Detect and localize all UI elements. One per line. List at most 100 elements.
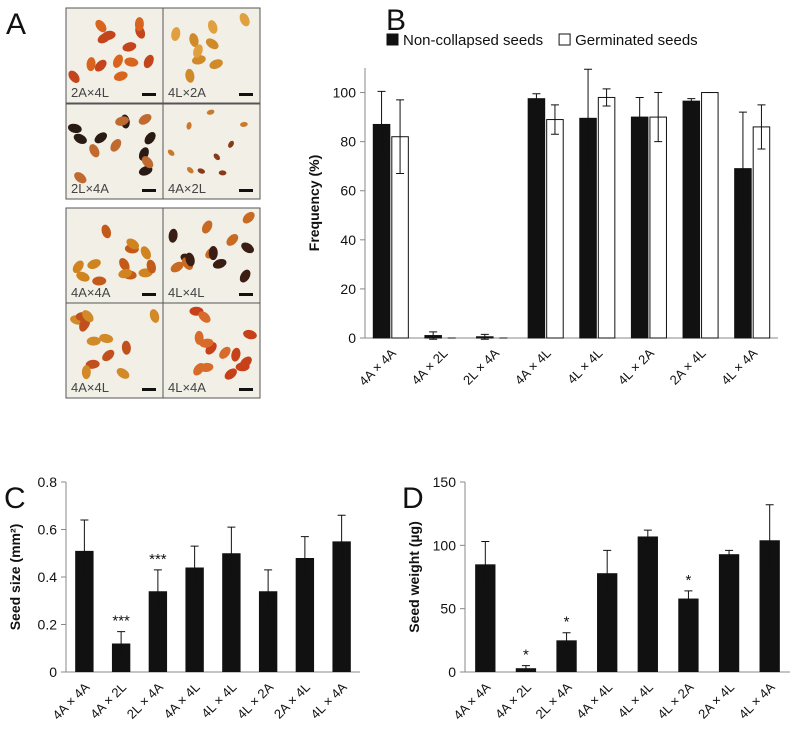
bar	[630, 116, 649, 339]
y-tick-label: 0.2	[38, 617, 58, 633]
x-tick-label: 4L × 4L	[198, 680, 239, 721]
seed	[205, 38, 219, 50]
seed	[141, 156, 154, 169]
seed	[241, 242, 254, 254]
error-bar	[562, 632, 571, 649]
seed	[209, 59, 223, 70]
x-tick-label: 4A × 4L	[512, 346, 554, 388]
x-tick-label: 4L × 2A	[615, 345, 657, 387]
x-tick-label: 4L × 4A	[718, 345, 760, 387]
seed	[218, 170, 227, 176]
error-bar	[757, 104, 766, 150]
seed	[243, 329, 257, 340]
error-bar	[532, 93, 541, 105]
error-bar	[264, 569, 273, 614]
seed	[68, 70, 80, 83]
photo-label: 4A×4L	[71, 380, 109, 395]
error-bar	[738, 111, 747, 226]
bar	[148, 591, 168, 672]
x-tick-label: 4A × 4L	[161, 680, 203, 722]
seed	[81, 365, 91, 380]
x-tick-label: 4A × 4L	[573, 680, 615, 722]
seed	[119, 258, 130, 271]
legend-label: Germinated seeds	[575, 32, 698, 49]
seed	[101, 224, 112, 239]
seed	[171, 27, 181, 41]
y-tick-label: 80	[340, 134, 356, 150]
bar	[597, 96, 616, 339]
error-bar	[337, 514, 346, 568]
seed	[115, 116, 129, 126]
seed	[146, 259, 157, 274]
seed	[72, 260, 84, 274]
panel-label: C	[4, 482, 26, 515]
seed	[228, 140, 234, 148]
x-tick-label: 4A × 4A	[356, 345, 399, 388]
seed	[94, 59, 107, 72]
y-tick-label: 100	[433, 537, 457, 553]
significance-mark: ***	[149, 551, 167, 568]
bar	[258, 591, 278, 672]
seed	[186, 167, 194, 174]
seed	[140, 246, 151, 260]
seed	[242, 211, 255, 224]
panel-label: D	[402, 482, 424, 515]
error-bar	[396, 99, 405, 175]
seed	[134, 17, 144, 32]
bar	[597, 573, 618, 672]
bar	[546, 119, 564, 339]
seed	[102, 349, 115, 362]
legend-swatch	[558, 33, 571, 46]
seed	[138, 113, 152, 125]
error-bar	[643, 529, 652, 544]
scale-bar	[239, 388, 253, 391]
x-tick-label: 4L × 4L	[615, 680, 656, 721]
scale-bar	[142, 388, 156, 391]
seed	[124, 57, 139, 67]
seed	[101, 30, 116, 41]
seed	[170, 261, 184, 273]
error-bar	[684, 590, 693, 607]
seed	[235, 362, 250, 372]
seed	[86, 57, 96, 72]
bar	[222, 553, 241, 672]
seed	[208, 246, 218, 261]
error-bar	[602, 88, 611, 107]
bar	[759, 540, 780, 672]
seed	[197, 168, 205, 174]
x-tick-label: 4L × 4A	[308, 679, 350, 721]
photo-label: 2A×4L	[71, 85, 109, 100]
x-tick-label: 2L × 4A	[532, 679, 574, 721]
seed	[226, 234, 239, 246]
error-bar	[153, 569, 162, 614]
error-bar	[635, 96, 644, 138]
seed	[116, 368, 130, 379]
seed	[79, 318, 89, 332]
seed	[224, 368, 237, 380]
y-tick-label: 100	[333, 85, 357, 101]
seed	[206, 109, 215, 115]
seed	[186, 121, 192, 130]
y-axis-label: Seed size (mm²)	[7, 524, 23, 631]
seed	[167, 149, 175, 156]
y-axis-label: Frequency (%)	[306, 155, 322, 251]
significance-mark: *	[564, 614, 570, 631]
seed	[143, 54, 154, 69]
scale-bar	[142, 293, 156, 296]
photo-label: 2L×4A	[71, 181, 109, 196]
error-bar	[480, 333, 489, 340]
seed	[198, 311, 211, 323]
seed	[110, 139, 122, 152]
error-bar	[550, 104, 559, 135]
x-tick-label: 2A × 4L	[695, 680, 737, 722]
bar	[111, 643, 131, 672]
bar	[332, 541, 351, 672]
error-bar	[687, 98, 696, 105]
bar	[649, 116, 667, 339]
x-tick-label: 4A × 2L	[87, 680, 129, 722]
significance-mark: *	[686, 572, 692, 589]
bar	[752, 126, 771, 339]
scale-bar	[239, 293, 253, 296]
bar	[527, 98, 546, 339]
bar	[637, 536, 658, 672]
